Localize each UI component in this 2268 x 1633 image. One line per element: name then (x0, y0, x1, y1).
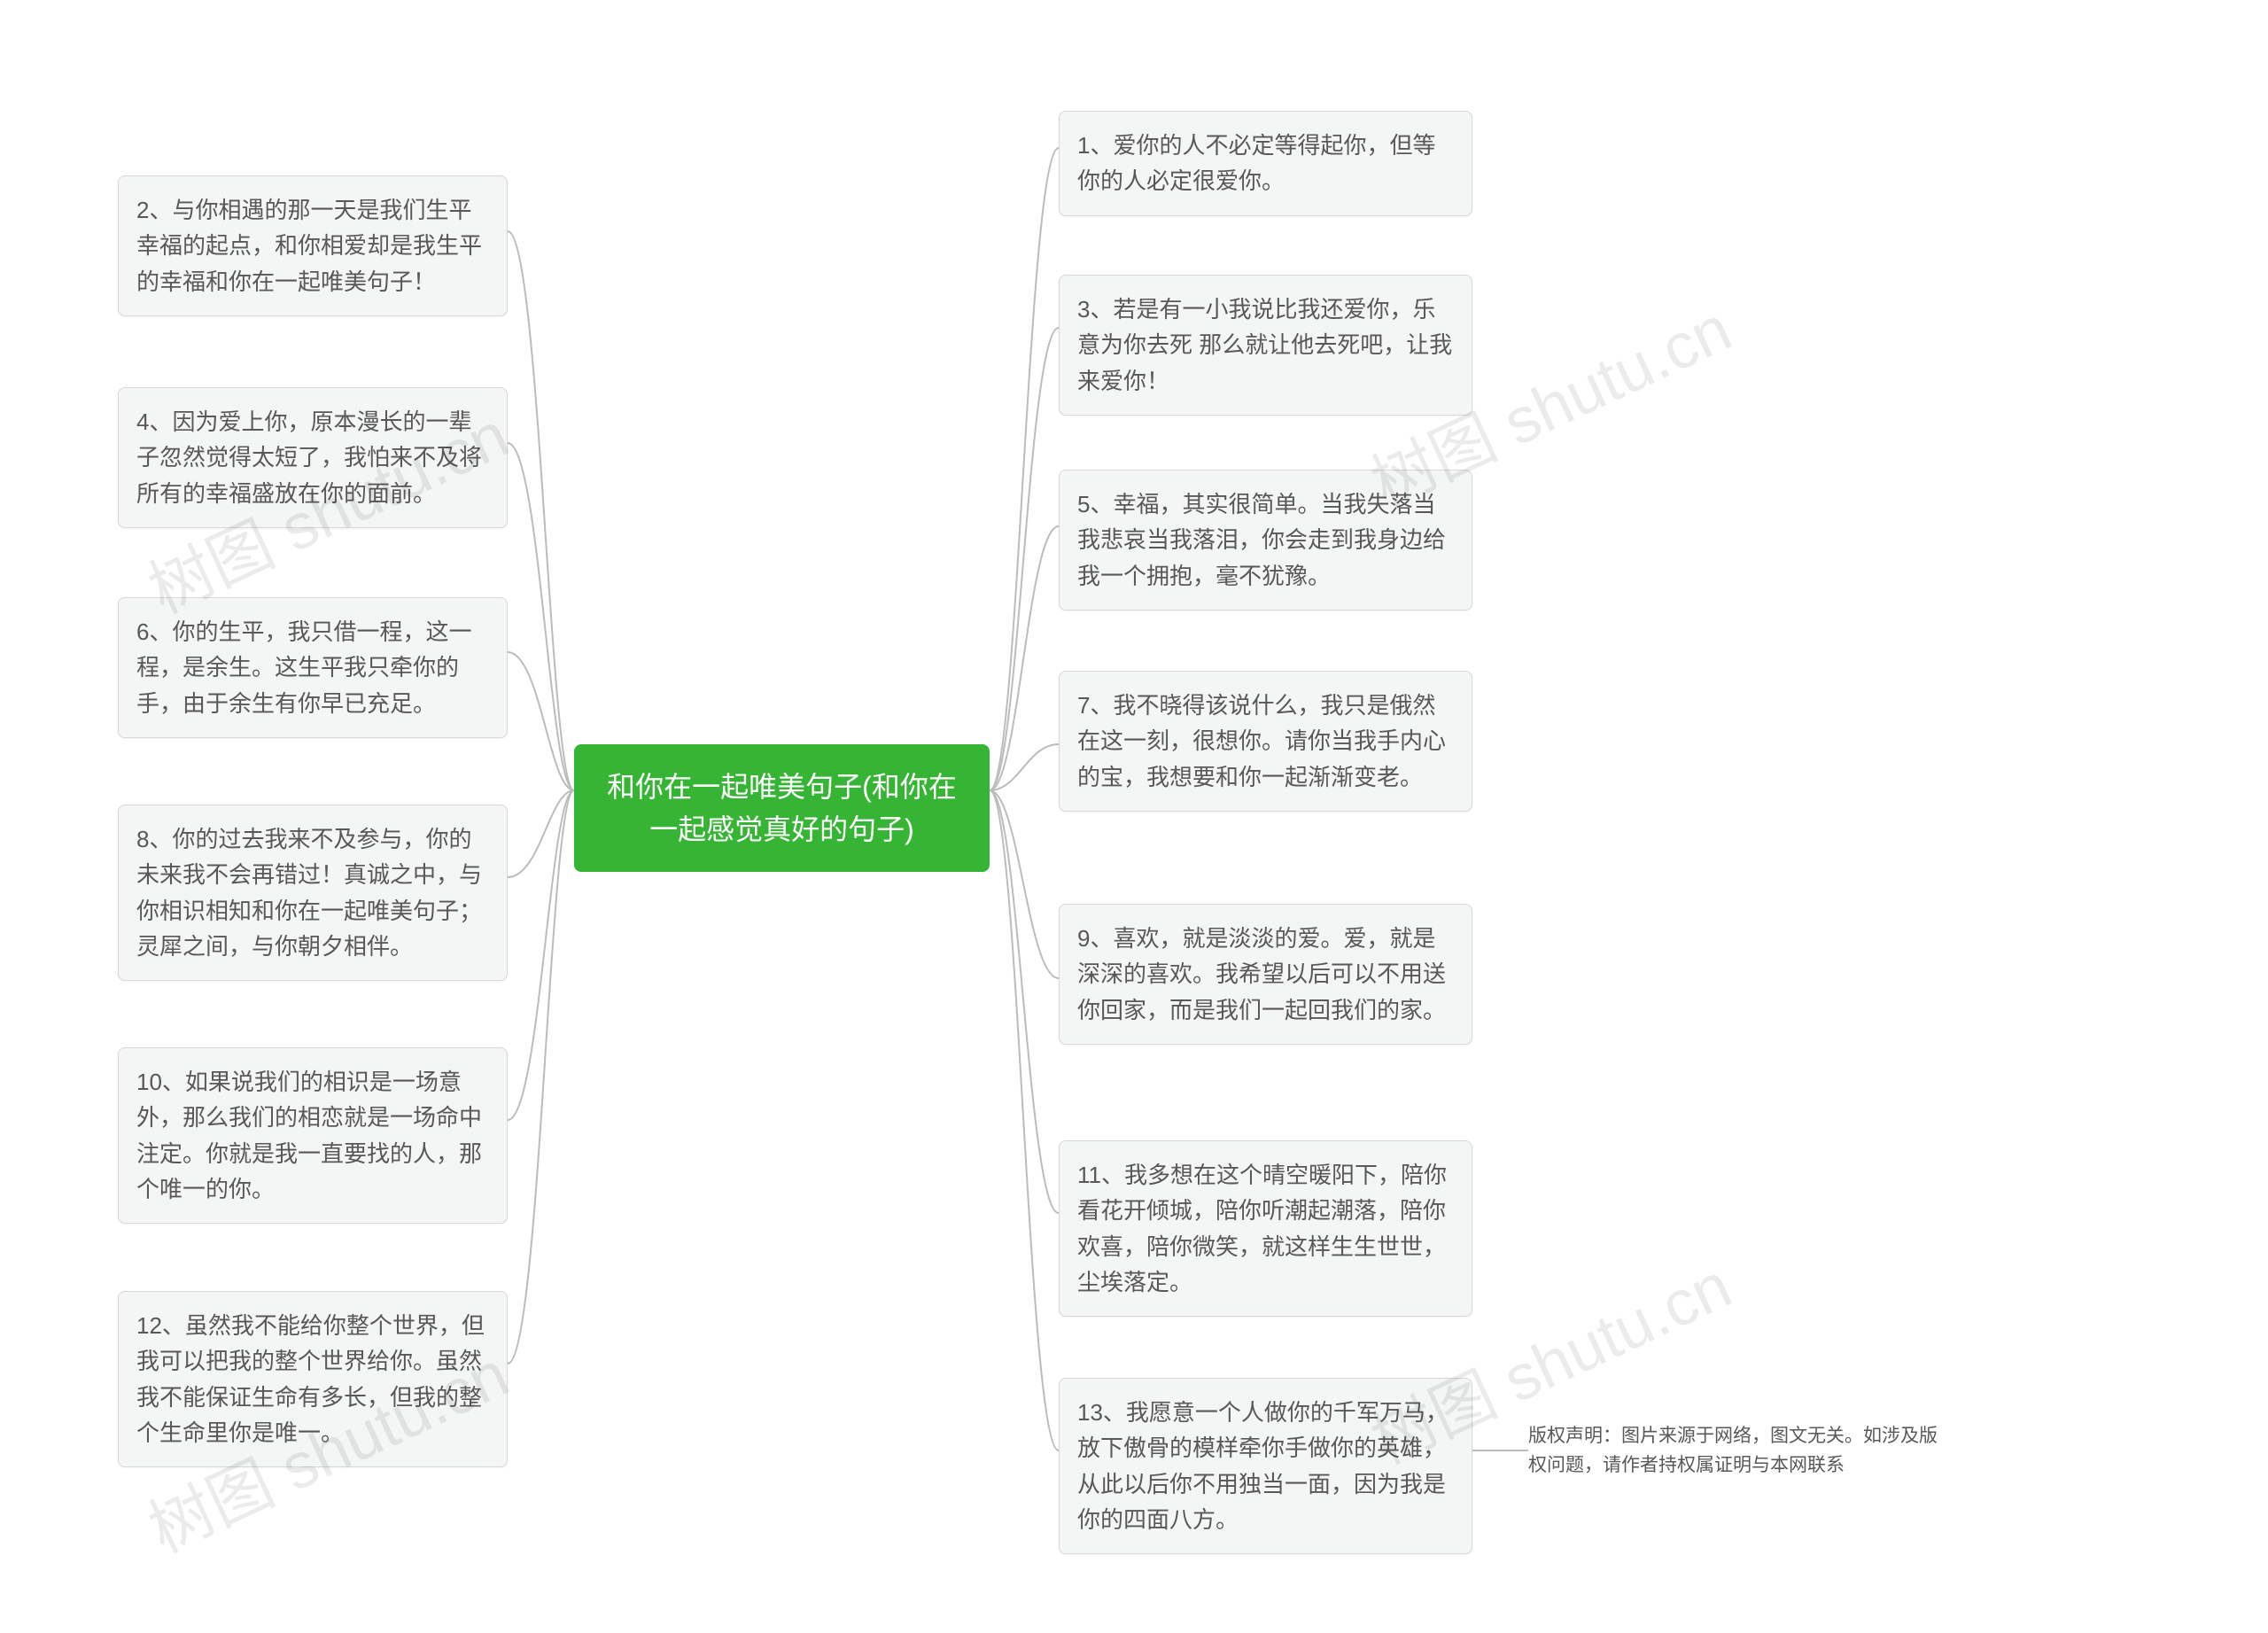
node-text: 9、喜欢，就是淡淡的爱。爱，就是深深的喜欢。我希望以后可以不用送你回家，而是我们… (1077, 925, 1446, 1023)
node-text: 4、因为爱上你，原本漫长的一辈子忽然觉得太短了，我怕来不及将所有的幸福盛放在你的… (136, 408, 482, 507)
left-node-2: 2、与你相遇的那一天是我们生平幸福的起点，和你相爱却是我生平的幸福和你在一起唯美… (118, 175, 508, 316)
right-node-1: 1、爱你的人不必定等得起你，但等你的人必定很爱你。 (1059, 111, 1472, 216)
node-text: 11、我多想在这个晴空暖阳下，陪你看花开倾城，陪你听潮起潮落，陪你欢喜，陪你微笑… (1077, 1162, 1447, 1295)
node-text: 6、你的生平，我只借一程，这一程，是余生。这生平我只牵你的手，由于余生有你早已充… (136, 618, 471, 717)
right-node-3: 3、若是有一小我说比我还爱你，乐意为你去死 那么就让他去死吧，让我来爱你！ (1059, 275, 1472, 416)
center-text: 和你在一起唯美句子(和你在一起感觉真好的句子) (607, 771, 957, 845)
right-node-5: 5、幸福，其实很简单。当我失落当我悲哀当我落泪，你会走到我身边给我一个拥抱，毫不… (1059, 470, 1472, 610)
right-node-11: 11、我多想在这个晴空暖阳下，陪你看花开倾城，陪你听潮起潮落，陪你欢喜，陪你微笑… (1059, 1140, 1472, 1317)
node-text: 7、我不晓得该说什么，我只是俄然在这一刻，很想你。请你当我手内心的宝，我想要和你… (1077, 692, 1446, 790)
copyright-text: 版权声明：图片来源于网络，图文无关。如涉及版权问题，请作者持权属证明与本网联系 (1528, 1422, 1949, 1480)
node-text: 12、虽然我不能给你整个世界，但我可以把我的整个世界给你。虽然我不能保证生命有多… (136, 1312, 485, 1446)
node-text: 1、爱你的人不必定等得起你，但等你的人必定很爱你。 (1077, 132, 1435, 194)
left-node-4: 4、因为爱上你，原本漫长的一辈子忽然觉得太短了，我怕来不及将所有的幸福盛放在你的… (118, 387, 508, 528)
node-text: 2、与你相遇的那一天是我们生平幸福的起点，和你相爱却是我生平的幸福和你在一起唯美… (136, 197, 482, 295)
right-node-7: 7、我不晓得该说什么，我只是俄然在这一刻，很想你。请你当我手内心的宝，我想要和你… (1059, 671, 1472, 812)
node-text: 8、你的过去我来不及参与，你的未来我不会再错过！真诚之中，与你相识相知和你在一起… (136, 826, 482, 960)
center-node: 和你在一起唯美句子(和你在一起感觉真好的句子) (574, 744, 990, 872)
node-text: 10、如果说我们的相识是一场意外，那么我们的相恋就是一场命中注定。你就是我一直要… (136, 1069, 482, 1202)
right-node-9: 9、喜欢，就是淡淡的爱。爱，就是深深的喜欢。我希望以后可以不用送你回家，而是我们… (1059, 904, 1472, 1045)
node-text: 3、若是有一小我说比我还爱你，乐意为你去死 那么就让他去死吧，让我来爱你！ (1077, 296, 1452, 394)
right-node-13: 13、我愿意一个人做你的千军万马，放下傲骨的模样牵你手做你的英雄，从此以后你不用… (1059, 1378, 1472, 1554)
node-text: 5、幸福，其实很简单。当我失落当我悲哀当我落泪，你会走到我身边给我一个拥抱，毫不… (1077, 491, 1446, 589)
left-node-8: 8、你的过去我来不及参与，你的未来我不会再错过！真诚之中，与你相识相知和你在一起… (118, 805, 508, 981)
left-node-6: 6、你的生平，我只借一程，这一程，是余生。这生平我只牵你的手，由于余生有你早已充… (118, 597, 508, 738)
left-node-12: 12、虽然我不能给你整个世界，但我可以把我的整个世界给你。虽然我不能保证生命有多… (118, 1291, 508, 1467)
node-text: 13、我愿意一个人做你的千军万马，放下傲骨的模样牵你手做你的英雄，从此以后你不用… (1077, 1399, 1449, 1533)
left-node-10: 10、如果说我们的相识是一场意外，那么我们的相恋就是一场命中注定。你就是我一直要… (118, 1047, 508, 1224)
